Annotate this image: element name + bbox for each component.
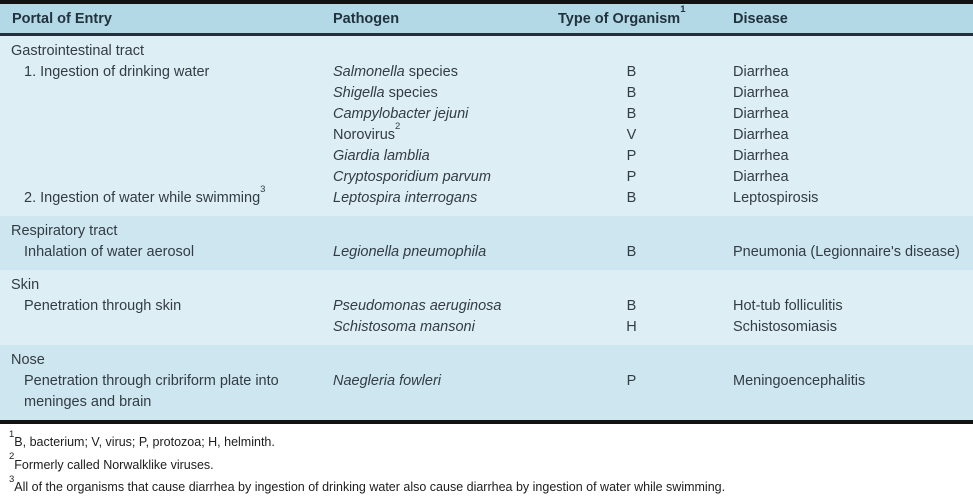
section-nose: Nose Penetration through cribriform plate… (0, 345, 973, 420)
table-row: Inhalation of water aerosol Legionella pn… (0, 242, 973, 263)
pathogen-cell: Schistosoma mansoni (333, 317, 558, 338)
portal-cell: Inhalation of water aerosol (24, 244, 195, 260)
portal-cell (0, 146, 333, 167)
table-row: Penetration through cribriform plate int… (0, 371, 973, 413)
disease-cell: Leptospirosis (733, 190, 819, 206)
section-title: Nose (11, 352, 45, 368)
section-title: Respiratory tract (11, 223, 118, 239)
pathogen-cell: Giardia lamblia (333, 146, 558, 167)
pathogen-name-roman: Norovirus (333, 127, 396, 143)
organism-type-cell: V (626, 127, 637, 143)
footnote-line: 2Formerly called Norwalklike viruses. (9, 451, 214, 472)
pathogen-name-italic: Shigella (333, 85, 385, 101)
pathogen-name-roman: species (404, 64, 458, 80)
organism-footnote-marker: 1 (680, 4, 686, 16)
portal-cell (0, 104, 333, 125)
section-skin: Skin Penetration through skin Pseudomonas … (0, 270, 973, 345)
disease-cell: Meningoencephalitis (733, 373, 866, 389)
section-title-row: Skin (0, 275, 973, 296)
portal-cell: Penetration through cribriform plate int… (24, 373, 279, 410)
table-row: Campylobacter jejuni B Diarrhea (0, 104, 973, 125)
pathogen-table: Portal of Entry Pathogen Type of Organis… (0, 0, 973, 424)
organism-type-cell: B (626, 298, 637, 314)
table-row: 2. Ingestion of water while swimming3 Lep… (0, 183, 973, 209)
disease-cell: Diarrhea (733, 169, 789, 185)
pathogen-cell: Campylobacter jejuni (333, 104, 558, 125)
section-title-row: Gastrointestinal tract (0, 41, 973, 62)
portal-cell: Penetration through skin (24, 298, 182, 314)
pathogen-cell: Shigella species (333, 83, 558, 104)
pathogen-cell: Norovirus2 (333, 122, 558, 146)
organism-type-cell: B (626, 85, 637, 101)
pathogen-cell: Leptospira interrogans (333, 188, 558, 209)
organism-type-cell: H (626, 319, 637, 335)
portal-cell (0, 317, 333, 338)
column-header-type-of-organism: Type of Organism1 (558, 5, 733, 27)
disease-cell: Diarrhea (733, 127, 789, 143)
organism-type-cell: P (626, 373, 637, 389)
portal-cell (0, 83, 333, 104)
pathogen-name-italic: Salmonella (333, 64, 405, 80)
disease-cell: Diarrhea (733, 64, 789, 80)
disease-cell: Pneumonia (Legionnaire's disease) (733, 244, 960, 260)
table-row: Shigella species B Diarrhea (0, 83, 973, 104)
table-row: 1. Ingestion of drinking water Salmonella… (0, 62, 973, 83)
portal-cell: 2. Ingestion of water while swimming3 (24, 183, 266, 206)
pathogen-footnote-marker: 2 (395, 120, 401, 132)
disease-cell: Schistosomiasis (733, 319, 837, 335)
disease-cell: Diarrhea (733, 148, 789, 164)
organism-type-cell: B (626, 244, 637, 260)
portal-cell (0, 125, 333, 146)
portal-cell: 1. Ingestion of drinking water (24, 64, 210, 80)
table-row: Schistosoma mansoni H Schistosomiasis (0, 317, 973, 338)
pathogen-cell: Legionella pneumophila (333, 242, 558, 263)
disease-cell: Hot-tub folliculitis (733, 298, 843, 314)
pathogen-cell: Naegleria fowleri (333, 371, 558, 413)
organism-type-cell: B (626, 64, 637, 80)
disease-cell: Diarrhea (733, 85, 789, 101)
pathogen-name-italic: Legionella pneumophila (333, 244, 487, 260)
pathogen-name-roman: species (384, 85, 438, 101)
section-title-row: Respiratory tract (0, 221, 973, 242)
pathogen-name-italic: Schistosoma mansoni (333, 319, 475, 335)
pathogen-name-italic: Naegleria fowleri (333, 373, 441, 389)
section-gastrointestinal-tract: Gastrointestinal tract 1. Ingestion of dr… (0, 36, 973, 216)
table-row: Cryptosporidium parvum P Diarrhea (0, 167, 973, 188)
section-title: Gastrointestinal tract (11, 43, 144, 59)
column-header-organism-label: Type of Organism (558, 10, 681, 27)
footnotes: 1B, bacterium; V, virus; P, protozoa; H,… (0, 424, 973, 499)
pathogen-name-italic: Cryptosporidium parvum (333, 169, 491, 185)
organism-type-cell: P (626, 148, 637, 164)
footnote-marker: 1 (9, 428, 15, 440)
footnote-marker: 2 (9, 451, 15, 463)
organism-type-cell: B (626, 190, 637, 206)
footnote-marker: 3 (9, 473, 15, 485)
disease-cell: Diarrhea (733, 106, 789, 122)
column-header-disease: Disease (733, 10, 788, 27)
section-title: Skin (11, 277, 40, 293)
organism-type-cell: B (626, 106, 637, 122)
portal-cell (0, 167, 333, 188)
organism-type-cell: P (626, 169, 637, 185)
pathogen-name-italic: Leptospira interrogans (333, 190, 478, 206)
footnote-line: 3All of the organisms that cause diarrhe… (9, 473, 726, 494)
section-respiratory-tract: Respiratory tract Inhalation of water aer… (0, 216, 973, 270)
portal-footnote-marker: 3 (260, 183, 266, 195)
table-row: Giardia lamblia P Diarrhea (0, 146, 973, 167)
pathogen-name-italic: Giardia lamblia (333, 148, 430, 164)
section-title-row: Nose (0, 350, 973, 371)
footnote-line: 1B, bacterium; V, virus; P, protozoa; H,… (9, 428, 275, 449)
table-row: Penetration through skin Pseudomonas aeru… (0, 296, 973, 317)
pathogen-cell: Pseudomonas aeruginosa (333, 296, 558, 317)
pathogen-cell: Salmonella species (333, 62, 558, 83)
pathogen-cell: Cryptosporidium parvum (333, 167, 558, 188)
column-header-portal-of-entry: Portal of Entry (12, 10, 112, 27)
pathogen-name-italic: Campylobacter jejuni (333, 106, 469, 122)
table-body: Gastrointestinal tract 1. Ingestion of dr… (0, 36, 973, 420)
table-row: Norovirus2 V Diarrhea (0, 122, 973, 146)
pathogen-name-italic: Pseudomonas aeruginosa (333, 298, 502, 314)
table-header-row: Portal of Entry Pathogen Type of Organis… (0, 4, 973, 36)
column-header-pathogen: Pathogen (333, 10, 400, 27)
